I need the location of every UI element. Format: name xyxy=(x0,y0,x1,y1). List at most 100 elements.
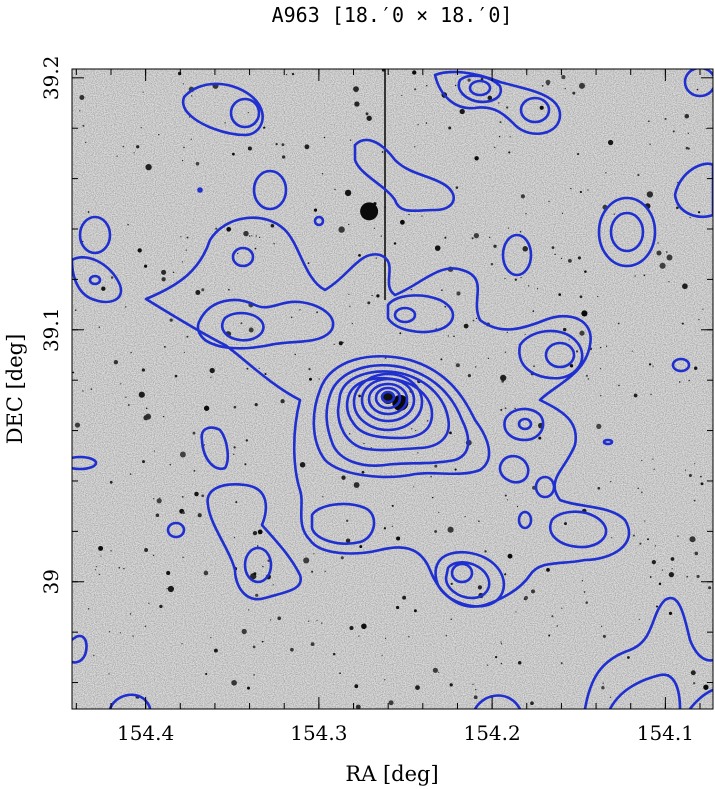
contour-far-west xyxy=(72,455,98,471)
field-star xyxy=(169,318,173,322)
field-star xyxy=(181,496,184,498)
field-star xyxy=(520,276,522,279)
field-star xyxy=(197,513,202,518)
field-star xyxy=(666,254,673,261)
field-star xyxy=(643,274,646,277)
field-star xyxy=(531,589,535,594)
field-star xyxy=(530,701,534,706)
field-star xyxy=(577,256,581,260)
field-star xyxy=(525,213,527,215)
field-star xyxy=(558,293,562,296)
field-star xyxy=(373,227,376,230)
field-star xyxy=(363,442,365,445)
field-star xyxy=(414,88,417,91)
field-star xyxy=(459,108,465,115)
field-star xyxy=(467,78,471,82)
field-star xyxy=(110,550,112,552)
field-star xyxy=(694,463,696,465)
field-star xyxy=(605,172,607,174)
contour-south-lobe xyxy=(434,550,506,608)
field-star xyxy=(307,262,310,265)
field-star xyxy=(681,322,684,325)
field-star xyxy=(308,368,311,371)
field-star xyxy=(161,269,167,275)
field-star xyxy=(303,557,310,564)
field-star xyxy=(148,602,150,604)
field-star xyxy=(605,345,608,347)
field-star xyxy=(122,145,125,148)
field-star xyxy=(659,262,666,269)
field-star xyxy=(348,293,350,295)
contour-n-top-right xyxy=(683,69,713,98)
field-star xyxy=(116,155,118,157)
field-star xyxy=(478,520,480,523)
field-star xyxy=(82,124,85,127)
field-star xyxy=(413,609,417,613)
field-star xyxy=(136,145,140,149)
field-star xyxy=(464,516,466,518)
field-star xyxy=(494,655,498,659)
field-star xyxy=(338,226,345,233)
field-star xyxy=(232,152,235,156)
field-star xyxy=(142,91,144,93)
field-star xyxy=(74,309,77,311)
field-star xyxy=(203,444,206,446)
field-star xyxy=(322,496,324,498)
field-star xyxy=(600,625,603,627)
contour-e1-inner xyxy=(517,417,533,431)
field-star xyxy=(678,381,681,383)
field-star xyxy=(564,522,567,526)
field-star xyxy=(263,126,266,129)
field-star xyxy=(434,245,441,251)
field-star xyxy=(275,142,278,146)
field-star xyxy=(564,87,566,90)
field-star xyxy=(348,223,350,226)
field-star xyxy=(361,623,367,630)
plot-area xyxy=(72,69,713,709)
field-star xyxy=(627,656,630,659)
field-star xyxy=(454,468,457,471)
field-star xyxy=(508,151,511,154)
field-star xyxy=(445,634,448,637)
field-star xyxy=(617,322,620,325)
field-star xyxy=(572,91,576,95)
field-star xyxy=(694,551,699,556)
field-star xyxy=(159,497,161,499)
field-star xyxy=(554,253,556,256)
field-star xyxy=(649,143,651,145)
field-star xyxy=(696,88,699,91)
field-star xyxy=(689,536,696,543)
field-star xyxy=(367,301,371,305)
field-star xyxy=(696,574,700,578)
field-star xyxy=(581,580,584,582)
field-star xyxy=(177,71,182,76)
field-star xyxy=(646,191,654,198)
field-star xyxy=(203,405,210,411)
field-star xyxy=(509,136,511,138)
field-star xyxy=(393,242,397,245)
field-star xyxy=(656,605,658,608)
contour-e3 xyxy=(534,475,556,499)
field-star xyxy=(504,494,507,497)
field-star xyxy=(585,374,588,377)
field-star xyxy=(308,620,310,622)
field-star xyxy=(618,384,620,387)
field-star xyxy=(579,330,585,336)
field-star xyxy=(247,146,252,151)
field-star xyxy=(233,405,237,409)
x-tick-label: 154.3 xyxy=(290,721,347,745)
field-star xyxy=(641,459,643,462)
field-star xyxy=(455,186,459,189)
field-star xyxy=(487,357,490,360)
field-star xyxy=(700,475,702,478)
field-star xyxy=(500,641,502,643)
field-star xyxy=(500,374,507,382)
field-star xyxy=(264,372,267,376)
field-star xyxy=(290,316,293,319)
field-star xyxy=(294,353,296,356)
contour-6 xyxy=(352,372,424,432)
field-star xyxy=(504,407,507,409)
field-star xyxy=(130,351,132,354)
field-star xyxy=(568,259,572,263)
